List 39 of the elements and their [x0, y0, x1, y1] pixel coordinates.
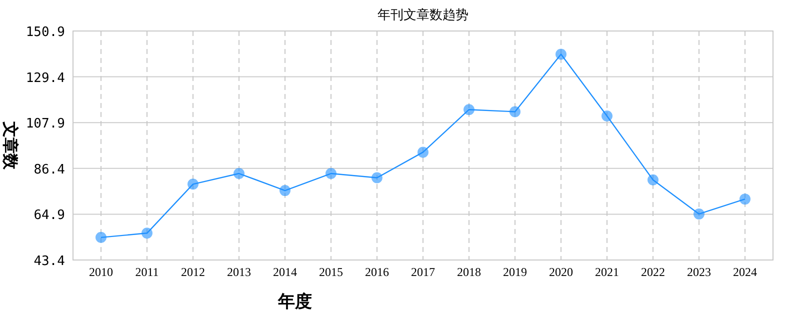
x-tick-label: 2016 — [365, 265, 389, 279]
x-tick-label: 2015 — [319, 265, 343, 279]
point — [326, 168, 336, 180]
point — [464, 104, 474, 116]
x-tick-label: 2023 — [687, 265, 711, 279]
x-tick-label: 2011 — [135, 265, 159, 279]
x-tick-label: 2017 — [411, 265, 435, 279]
y-tick-label: 43.4 — [34, 254, 66, 269]
point — [234, 168, 244, 180]
x-tick-label: 2013 — [227, 265, 251, 279]
x-tick-label: 2012 — [181, 265, 205, 279]
point — [188, 178, 198, 190]
x-tick-label: 2024 — [733, 265, 757, 279]
point — [372, 172, 382, 184]
x-axis-title: 年度 — [277, 292, 312, 311]
point — [96, 232, 106, 243]
y-axis-title: 文章数 — [1, 120, 19, 170]
point — [648, 174, 658, 186]
x-tick-label: 2022 — [641, 265, 665, 279]
point — [142, 228, 152, 239]
y-tick-label: 107.9 — [26, 116, 65, 132]
chart-title: 年刊文章数趋势 — [378, 7, 468, 22]
x-tick-label: 2020 — [549, 265, 573, 279]
y-tick-label: 129.4 — [26, 70, 66, 86]
point — [510, 106, 520, 118]
point — [694, 208, 704, 220]
x-tick-label: 2021 — [595, 265, 619, 279]
point — [740, 194, 750, 205]
x-tick-label: 2018 — [457, 265, 481, 279]
point — [602, 110, 612, 122]
x-tick-label: 2014 — [273, 265, 297, 279]
x-tick-label: 2010 — [89, 265, 113, 279]
y-tick-label: 86.4 — [34, 162, 66, 178]
point — [556, 48, 566, 60]
y-tick-label: 64.9 — [34, 208, 65, 224]
point — [280, 185, 290, 196]
y-tick-label: 150.9 — [26, 25, 65, 40]
point — [418, 146, 428, 158]
x-tick-label: 2019 — [503, 265, 527, 279]
